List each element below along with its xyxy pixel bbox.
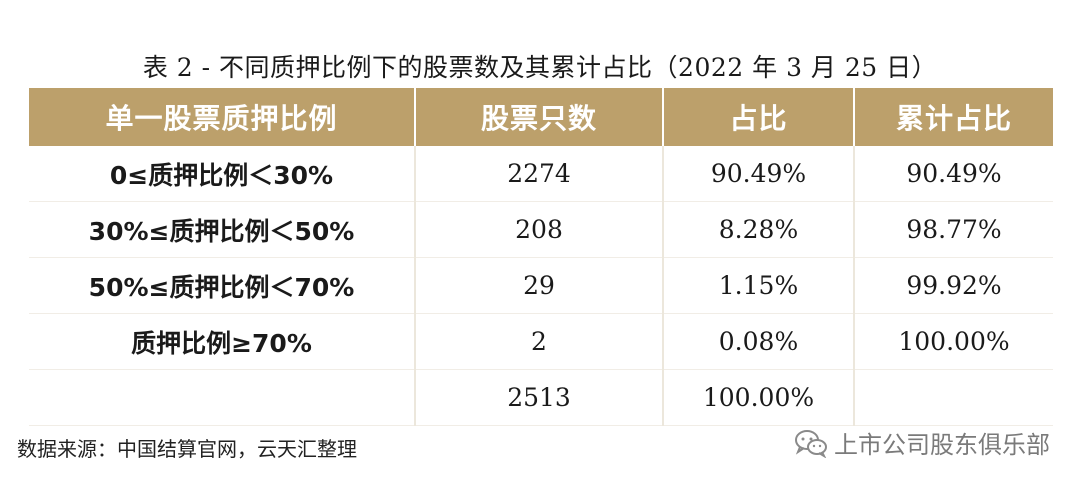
- watermark-text: 上市公司股东俱乐部: [834, 431, 1050, 459]
- cell-cumulative: 90.49%: [854, 146, 1053, 202]
- cell-share: 1.15%: [663, 257, 855, 314]
- cell-total-share: 100.00%: [663, 369, 855, 426]
- pledge-ratio-table: 单一股票质押比例 股票只数 占比 累计占比 0≤质押比例＜30% 2274 90…: [29, 88, 1053, 426]
- watermark: 上市公司股东俱乐部: [794, 425, 1050, 460]
- cell-share: 0.08%: [663, 313, 855, 370]
- table-title: 表 2 - 不同质押比例下的股票数及其累计占比（2022 年 3 月 25 日）: [142, 53, 938, 82]
- data-source-note: 数据来源：中国结算官网，云天汇整理: [17, 437, 357, 461]
- table-total-row: 2513 100.00%: [29, 369, 1053, 426]
- cell-cumulative: 98.77%: [854, 201, 1053, 258]
- table-row: 30%≤质押比例＜50% 208 8.28% 98.77%: [29, 201, 1053, 258]
- cell-range: 50%≤质押比例＜70%: [29, 257, 416, 314]
- cell-range: [29, 369, 416, 426]
- header-share: 占比: [663, 88, 855, 146]
- cell-share: 8.28%: [663, 201, 855, 258]
- cell-count: 2: [415, 313, 664, 370]
- cell-count: 2274: [415, 146, 664, 202]
- cell-count: 29: [415, 257, 664, 314]
- cell-cumulative: [854, 369, 1053, 426]
- cell-cumulative: 100.00%: [854, 313, 1053, 370]
- header-stock-count: 股票只数: [415, 88, 664, 146]
- cell-range: 质押比例≥70%: [29, 313, 416, 370]
- wechat-icon: [794, 428, 828, 458]
- cell-count: 208: [415, 201, 664, 258]
- table-row: 0≤质押比例＜30% 2274 90.49% 90.49%: [29, 146, 1053, 202]
- cell-share: 90.49%: [663, 146, 855, 202]
- cell-total-count: 2513: [415, 369, 664, 426]
- header-pledge-ratio: 单一股票质押比例: [29, 88, 416, 146]
- cell-range: 30%≤质押比例＜50%: [29, 201, 416, 258]
- cell-cumulative: 99.92%: [854, 257, 1053, 314]
- table-row: 质押比例≥70% 2 0.08% 100.00%: [29, 313, 1053, 370]
- cell-range: 0≤质押比例＜30%: [29, 146, 416, 202]
- table-header-row: 单一股票质押比例 股票只数 占比 累计占比: [29, 88, 1053, 146]
- table-row: 50%≤质押比例＜70% 29 1.15% 99.92%: [29, 257, 1053, 314]
- header-cumulative-share: 累计占比: [854, 88, 1053, 146]
